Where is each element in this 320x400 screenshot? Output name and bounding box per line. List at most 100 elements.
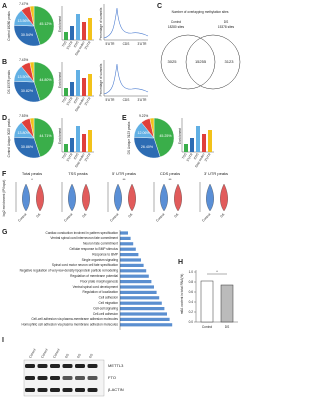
region-label: 5'UTR <box>66 96 74 106</box>
group-label: DS <box>35 212 41 218</box>
slice-label: 13.80% <box>18 131 31 135</box>
go-bar <box>120 285 154 289</box>
band <box>25 376 35 380</box>
region-label: CDS <box>73 152 80 160</box>
bar <box>82 134 86 152</box>
go-term: Cell-cell adhesion via plasma-membrane a… <box>31 317 118 321</box>
venn-count: 15255 <box>195 59 207 64</box>
axis-label: Percentage of summits <box>99 7 103 40</box>
region-label: CDS <box>73 40 80 48</box>
region-label: Stop codon <box>74 152 86 168</box>
go-term: Spinal cord motor neuron cell fate speci… <box>52 263 118 267</box>
group-label: Control <box>202 325 213 329</box>
violin <box>174 183 182 212</box>
bar <box>88 130 92 152</box>
protein-label: METTL3 <box>108 363 124 368</box>
go-term: Cellular response to BMP stimulus <box>69 247 118 251</box>
panel-label: D <box>2 115 7 122</box>
region-label: 3'UTR <box>204 152 212 162</box>
bar <box>64 88 68 96</box>
slice-label: 9.22% <box>139 114 148 118</box>
violin <box>22 183 30 212</box>
violin <box>114 183 122 212</box>
panel-title: Total peaks <box>22 171 42 176</box>
protein-label: FTO <box>108 375 116 380</box>
panel-label: G <box>2 229 8 236</box>
pie-slice <box>33 117 55 158</box>
venn-label: DS <box>224 20 228 24</box>
slice-label: 45.12% <box>39 22 52 26</box>
axis-label: Enrichment <box>58 72 62 88</box>
slice-label: 7.53% <box>19 114 28 118</box>
slice-label: 30.82% <box>21 89 34 93</box>
band <box>62 364 73 368</box>
region-label: Stop codon <box>74 40 86 56</box>
band <box>37 388 48 392</box>
bar <box>200 280 214 323</box>
go-term: Regulation of localization <box>83 290 119 294</box>
slice-label: 45.25% <box>159 134 172 138</box>
group-label: DS <box>127 212 133 218</box>
slice-label: 13.50% <box>18 75 31 79</box>
group-label: DS <box>219 212 225 218</box>
go-bar <box>120 323 173 327</box>
lane-label: Control <box>52 348 61 359</box>
summit-curve <box>103 63 149 95</box>
region-label: 5'UTR <box>66 152 74 162</box>
go-term: Cell migration <box>99 301 119 305</box>
violin <box>82 183 90 212</box>
band <box>62 376 73 380</box>
pie-slice <box>133 137 161 159</box>
lane-label: Control <box>40 348 49 359</box>
bar <box>184 144 188 152</box>
panel-label: I <box>2 337 4 344</box>
y-tick-label: 0.8 <box>189 280 194 284</box>
region-label: Stop codon <box>74 96 86 112</box>
group-label: Control <box>109 212 119 222</box>
bar <box>76 70 80 96</box>
go-bar <box>120 253 139 257</box>
violin <box>68 183 76 212</box>
bar <box>70 26 74 40</box>
region-label: Stop codon <box>194 152 206 168</box>
significance: * <box>216 269 218 274</box>
slice-label: 7.47% <box>19 2 28 6</box>
go-term: Cell-cell signaling <box>93 306 118 310</box>
bar <box>82 78 86 96</box>
y-tick-label: 0.2 <box>189 310 194 314</box>
significance: ** <box>122 177 126 182</box>
slice-label: 7.43% <box>19 58 28 62</box>
go-bar <box>120 307 165 311</box>
venn-count: 3025 <box>168 59 178 64</box>
pie-slice <box>13 137 41 159</box>
panel-label: C <box>157 3 162 10</box>
go-bar <box>120 274 149 278</box>
y-tick-label: 0.6 <box>189 290 194 294</box>
lane-label: DS <box>64 353 70 359</box>
lane-label: DS <box>88 353 94 359</box>
band <box>75 364 85 368</box>
group-label: DS 15378 peaks <box>7 70 11 94</box>
bar <box>190 138 194 152</box>
bar <box>88 74 92 96</box>
y-tick-label: 1.0 <box>189 270 194 274</box>
go-term: Regulation of membrane potential <box>70 274 118 278</box>
band <box>87 376 98 380</box>
panel-title: 5' UTR peaks <box>112 171 136 176</box>
group-label: Control <box>17 212 27 222</box>
go-bar <box>120 280 152 284</box>
group-label: Control 18280 peaks <box>7 11 11 41</box>
venn-count: 3123 <box>225 59 235 64</box>
go-term: Floor plate morphogenesis <box>80 279 118 283</box>
region-label: 3'UTR <box>84 96 92 106</box>
band <box>62 388 73 392</box>
band <box>37 364 48 368</box>
band <box>50 364 60 368</box>
axis-label: m6A content in total RNA(%) <box>180 274 184 315</box>
go-bar <box>120 296 160 300</box>
region-label: 3'UTR <box>138 42 148 46</box>
band <box>50 388 60 392</box>
panel-label: B <box>2 59 7 66</box>
bar <box>70 138 74 152</box>
slice-label: 44.80% <box>39 78 52 82</box>
